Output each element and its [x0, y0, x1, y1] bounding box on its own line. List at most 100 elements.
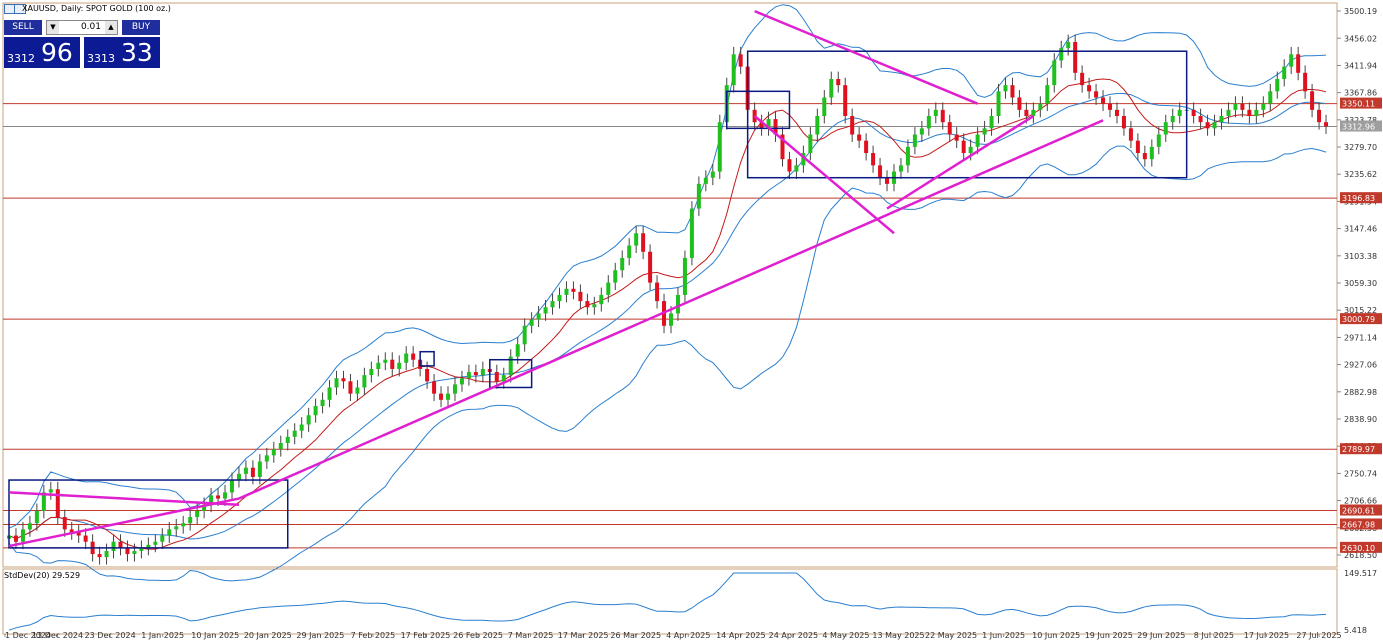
candle-body: [473, 372, 478, 376]
candle-body: [146, 544, 151, 548]
candle-body: [397, 362, 402, 369]
x-tick-label: 23 Dec 2024: [85, 631, 136, 640]
bollinger-middle-band: [8, 93, 1327, 540]
candle-body: [118, 541, 123, 548]
candle-body: [850, 116, 855, 135]
y-tick-label: 3015.22: [1344, 306, 1377, 315]
candle-body: [1198, 116, 1203, 123]
candle-body: [299, 424, 304, 431]
candle-body: [550, 301, 555, 308]
stddev-line: [8, 572, 1327, 631]
candle-body: [606, 282, 611, 295]
y-tick-label: 3059.30: [1344, 279, 1377, 288]
candle-body: [898, 165, 903, 172]
candle-body: [1066, 41, 1071, 49]
candle-body: [759, 122, 764, 129]
resistance-trendline: [8, 491, 240, 506]
y-tick-label: 3367.86: [1344, 89, 1377, 98]
candle-body: [710, 171, 715, 178]
x-tick-label: 20 Jan 2025: [244, 631, 292, 640]
lot-decrease-icon[interactable]: ▼: [47, 21, 59, 34]
x-tick-label: 29 Jan 2025: [296, 631, 344, 640]
candle-body: [13, 535, 18, 542]
candle-body: [648, 251, 653, 283]
candle-body: [1038, 103, 1043, 110]
range-box-mar: [489, 358, 533, 389]
candle-body: [989, 116, 994, 129]
sell-button[interactable]: SELL: [4, 20, 42, 35]
indicator-y-tick-label: 149.517: [1344, 569, 1377, 578]
lot-size-input[interactable]: ▼ 0.01 ▲: [46, 20, 118, 35]
range-box-apr: [725, 90, 791, 130]
bollinger-lower-band: [8, 145, 1327, 582]
candle-body: [641, 233, 646, 252]
y-tick-label: 2927.06: [1344, 361, 1377, 370]
candle-body: [1163, 122, 1168, 135]
candle-body: [83, 535, 88, 542]
candle-body: [425, 368, 430, 382]
current-price-label: 3312.96: [1342, 123, 1375, 132]
candle-body: [48, 489, 53, 493]
candle-body: [439, 393, 444, 400]
candle-body: [320, 399, 325, 406]
candle-body: [355, 387, 360, 394]
level-price-tag: [1340, 97, 1382, 109]
candle-body: [313, 405, 318, 416]
buy-price[interactable]: 3313 33: [84, 37, 160, 68]
candle-body: [940, 109, 945, 123]
candle-body: [599, 294, 604, 305]
x-tick-label: 14 Apr 2025: [716, 631, 765, 640]
x-tick-label: 4 Apr 2025: [666, 631, 710, 640]
candle-body: [864, 140, 869, 154]
candle-body: [369, 368, 374, 376]
candle-body: [815, 116, 820, 135]
candle-body: [794, 165, 799, 172]
candle-body: [376, 362, 381, 369]
candle-body: [843, 85, 848, 117]
long-term-trendline: [238, 119, 1104, 500]
x-tick-label: 13 Dec 2024: [32, 631, 83, 640]
x-tick-label: 1 Jan 2025: [141, 631, 184, 640]
candle-body: [871, 153, 876, 166]
y-tick-label: 2618.50: [1344, 551, 1377, 560]
candle-body: [1087, 85, 1092, 92]
candle-body: [285, 436, 290, 444]
candle-body: [34, 510, 39, 524]
indicator-plot-frame: [2, 568, 1338, 635]
lot-increase-icon[interactable]: ▲: [105, 21, 117, 34]
range-box-feb: [419, 350, 435, 367]
range-box-dec: [8, 479, 289, 549]
candle-body: [613, 270, 618, 283]
current-price-tag: [1340, 120, 1382, 132]
candle-body: [961, 140, 966, 154]
candle-body: [634, 233, 639, 246]
y-tick-label: 2750.74: [1344, 469, 1377, 478]
buy-price-prefix: 3313: [87, 52, 115, 65]
candle-body: [104, 550, 109, 558]
candle-body: [111, 541, 116, 551]
x-tick-label: 19 Jun 2025: [1085, 631, 1133, 640]
x-tick-label: 1 Dec 2024: [5, 631, 51, 640]
level-price-label: 2667.98: [1342, 520, 1375, 529]
candle-body: [808, 134, 813, 154]
candle-body: [494, 372, 499, 382]
candle-body: [696, 183, 701, 209]
sell-price[interactable]: 3312 96: [4, 37, 80, 68]
candle-body: [174, 526, 179, 530]
candle-body: [731, 54, 736, 86]
x-tick-label: 1 Jun 2025: [982, 631, 1025, 640]
buy-button[interactable]: BUY: [122, 20, 160, 35]
level-price-label: 3000.79: [1342, 315, 1375, 324]
candle-body: [1324, 122, 1329, 127]
candle-body: [787, 159, 792, 172]
candle-body: [62, 517, 67, 530]
candle-body: [655, 282, 660, 302]
candle-body: [947, 122, 952, 135]
candle-body: [996, 91, 1001, 117]
candle-body: [334, 378, 339, 388]
candle-body: [1226, 109, 1231, 117]
indicator-label: StdDev(20) 29.529: [4, 571, 81, 580]
candle-body: [1059, 48, 1064, 61]
range-box-may-jun: [746, 50, 1188, 179]
